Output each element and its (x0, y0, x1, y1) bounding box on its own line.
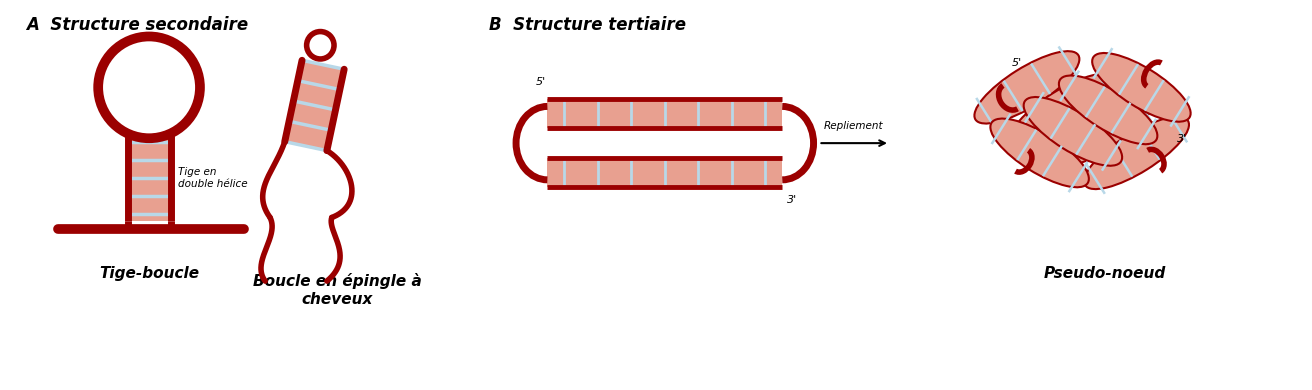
Text: Repliement: Repliement (824, 121, 883, 131)
Text: A  Structure secondaire: A Structure secondaire (26, 16, 248, 34)
Text: B  Structure tertiaire: B Structure tertiaire (488, 16, 686, 34)
Ellipse shape (1023, 97, 1122, 166)
Text: 5': 5' (535, 77, 546, 87)
Bar (547, 99, 782, 128)
Text: 3': 3' (787, 195, 798, 205)
Text: 3': 3' (1177, 134, 1187, 144)
Ellipse shape (1084, 117, 1189, 189)
Ellipse shape (1092, 53, 1191, 122)
Ellipse shape (991, 119, 1089, 187)
Text: Boucle en épingle à
cheveux: Boucle en épingle à cheveux (253, 273, 421, 307)
Polygon shape (285, 60, 344, 151)
Text: Tige-boucle: Tige-boucle (98, 266, 199, 282)
Ellipse shape (975, 51, 1080, 124)
Text: Tige en
double hélice: Tige en double hélice (178, 167, 248, 189)
Text: 5': 5' (1012, 58, 1022, 68)
Ellipse shape (1048, 95, 1153, 168)
Ellipse shape (1010, 74, 1115, 146)
Bar (547, 158, 782, 187)
Bar (127, 134, 171, 222)
Ellipse shape (1059, 76, 1157, 144)
Text: Pseudo-noeud: Pseudo-noeud (1044, 266, 1166, 282)
